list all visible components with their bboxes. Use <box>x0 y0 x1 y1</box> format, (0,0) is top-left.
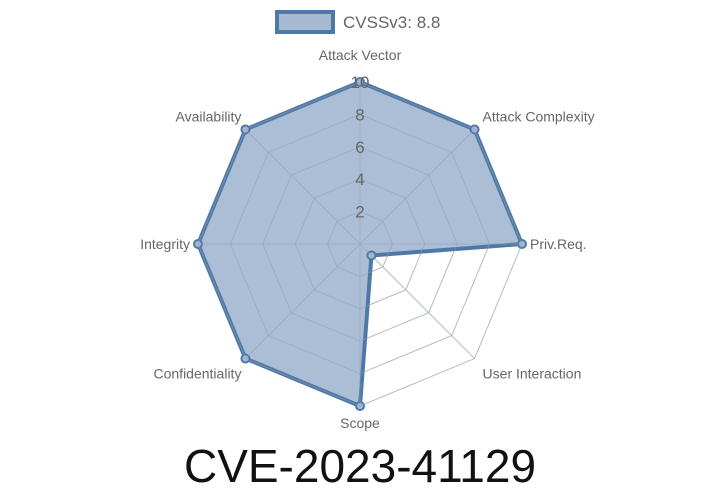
axis-label: Priv.Req. <box>530 236 587 252</box>
tick-label: 6 <box>355 138 364 157</box>
legend-swatch <box>275 10 335 34</box>
axis-label: Scope <box>340 415 380 431</box>
grid-spoke-overlay <box>245 243 361 359</box>
grid-spoke-overlay <box>359 243 475 359</box>
axis-label: Confidentiality <box>154 366 242 382</box>
tick-label: 2 <box>355 203 364 222</box>
axis-labels: Attack Vector Attack Complexity Priv.Req. U… <box>140 47 594 431</box>
tick-label: 4 <box>355 170 364 189</box>
radar-series <box>193 77 527 411</box>
axis-label: Integrity <box>140 236 190 252</box>
axis-label: User Interaction <box>483 366 582 382</box>
grid-spoke-overlay <box>359 129 475 245</box>
chart-title: CVE-2023-41129 <box>184 440 536 492</box>
legend[interactable]: CVSSv3: 8.8 <box>275 10 440 34</box>
legend-label: CVSSv3: 8.8 <box>343 13 440 32</box>
axis-label: Availability <box>176 108 242 124</box>
tick-label: 10 <box>351 73 370 92</box>
tick-label: 8 <box>355 105 364 124</box>
radial-ticks: 2 4 6 8 10 <box>351 73 370 222</box>
axis-label: Attack Complexity <box>483 108 595 124</box>
axis-label: Attack Vector <box>319 47 402 63</box>
grid-spoke-overlay <box>245 129 361 245</box>
